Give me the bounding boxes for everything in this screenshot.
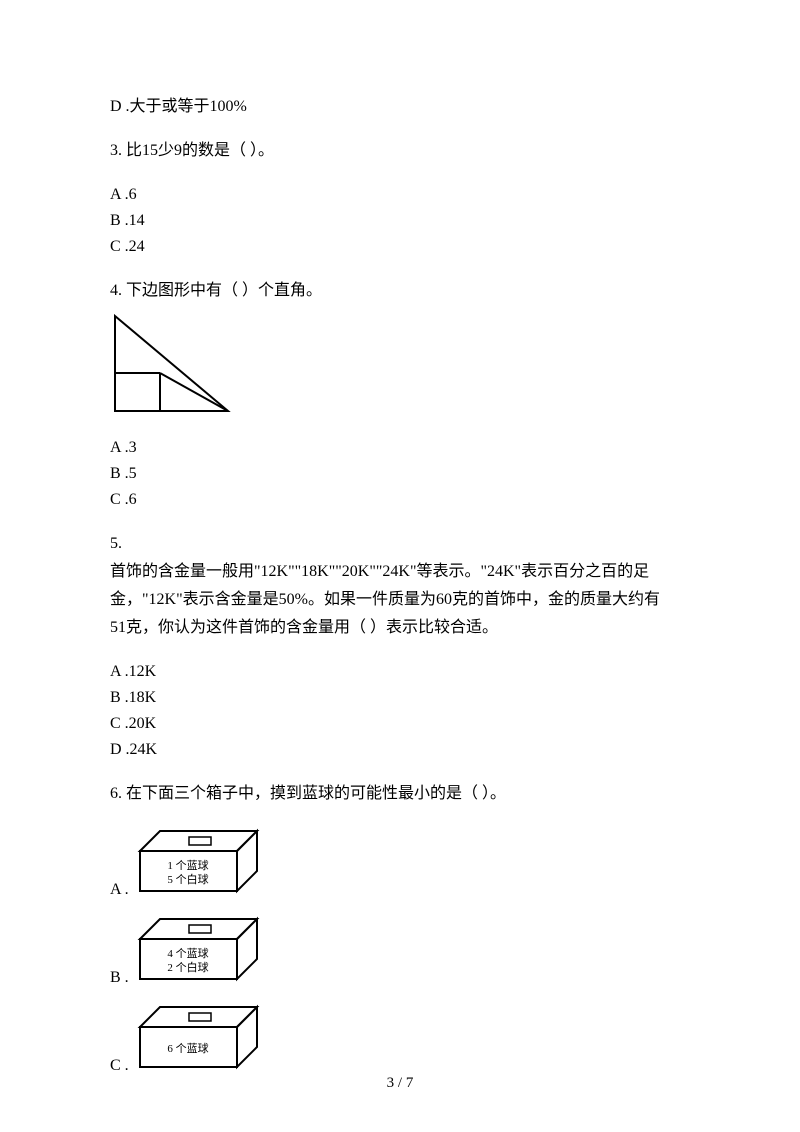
svg-text:4 个蓝球: 4 个蓝球: [167, 946, 208, 960]
box-b-figure: 4 个蓝球 2 个白球: [137, 914, 262, 990]
q4-text: 4. 下边图形中有（ ）个直角。: [110, 279, 690, 303]
svg-text:2 个白球: 2 个白球: [167, 960, 208, 974]
q3-option-a: A .6: [110, 183, 690, 207]
q5-line1: 首饰的含金量一般用"12K""18K""20K""24K"等表示。"24K"表示…: [110, 560, 690, 584]
q6-a-label: A .: [110, 878, 129, 902]
q2-option-d: D .大于或等于100%: [110, 95, 690, 119]
svg-text:5 个白球: 5 个白球: [167, 872, 208, 886]
triangle-figure: [110, 311, 690, 424]
q6-option-c: C . 6 个蓝球: [110, 1002, 690, 1078]
box-c-figure: 6 个蓝球: [137, 1002, 262, 1078]
q3-option-b: B .14: [110, 209, 690, 233]
q4-option-b: B .5: [110, 462, 690, 486]
q6-option-b: B . 4 个蓝球 2 个白球: [110, 914, 690, 990]
q4-option-a: A .3: [110, 436, 690, 460]
question-6: 6. 在下面三个箱子中，摸到蓝球的可能性最小的是（ ）。 A . 1 个蓝球 5…: [110, 782, 690, 1078]
question-3: 3. 比15少9的数是（ ）。 A .6 B .14 C .24: [110, 139, 690, 259]
q5-option-d: D .24K: [110, 738, 690, 762]
q3-option-c: C .24: [110, 235, 690, 259]
svg-text:1 个蓝球: 1 个蓝球: [167, 858, 208, 872]
q5-line2: 金，"12K"表示含金量是50%。如果一件质量为60克的首饰中，金的质量大约有: [110, 588, 690, 612]
q6-text: 6. 在下面三个箱子中，摸到蓝球的可能性最小的是（ ）。: [110, 782, 690, 806]
q5-line3: 51克，你认为这件首饰的含金量用（ ）表示比较合适。: [110, 616, 690, 640]
page-number: 3 / 7: [0, 1075, 800, 1092]
q6-option-a: A . 1 个蓝球 5 个白球: [110, 826, 690, 902]
q4-option-c: C .6: [110, 488, 690, 512]
question-5: 5. 首饰的含金量一般用"12K""18K""20K""24K"等表示。"24K…: [110, 532, 690, 762]
question-4: 4. 下边图形中有（ ）个直角。 A .3 B .5 C .6: [110, 279, 690, 512]
q5-option-c: C .20K: [110, 712, 690, 736]
q3-text: 3. 比15少9的数是（ ）。: [110, 139, 690, 163]
box-a-figure: 1 个蓝球 5 个白球: [137, 826, 262, 902]
document-content: D .大于或等于100% 3. 比15少9的数是（ ）。 A .6 B .14 …: [110, 95, 690, 1078]
q5-num: 5.: [110, 532, 690, 556]
q5-option-a: A .12K: [110, 660, 690, 684]
q6-b-label: B .: [110, 966, 129, 990]
svg-text:6 个蓝球: 6 个蓝球: [167, 1041, 208, 1055]
q5-option-b: B .18K: [110, 686, 690, 710]
